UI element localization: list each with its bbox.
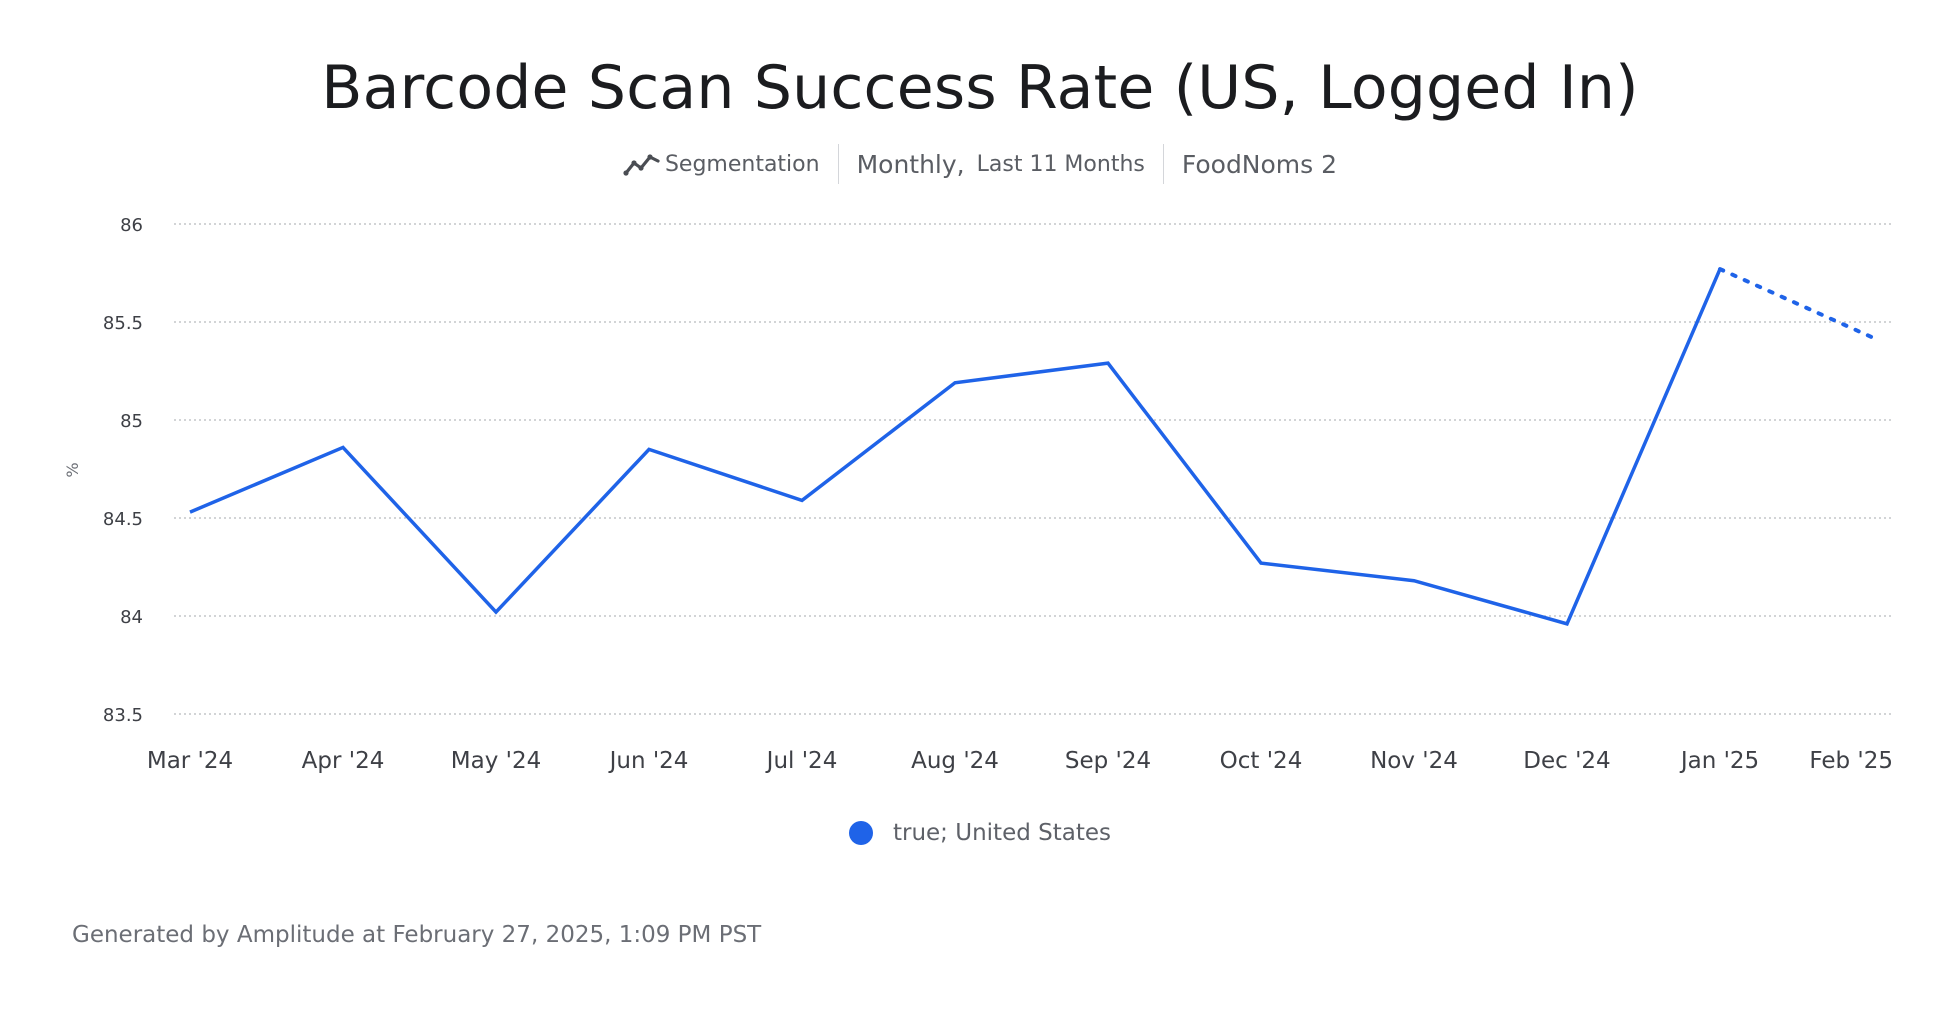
chart-type-label: Segmentation [664,151,820,177]
generated-footer: Generated by Amplitude at February 27, 2… [72,922,762,948]
series-line[interactable] [189,268,1722,626]
x-axis-ticks: Mar '24 Apr '24 May '24 Jun '24 Jul '24 Aug '… [147,748,1893,774]
gridlines [174,223,1893,715]
chart-title: Barcode Scan Success Rate (US, Logged In… [321,53,1639,123]
date-range-label: Last 11 Months [976,151,1145,177]
x-tick-label: Apr '24 [302,748,385,774]
x-tick-label: Aug '24 [911,748,999,774]
data-point[interactable] [1559,616,1575,632]
y-tick-label: 83.5 [103,705,143,726]
data-point[interactable] [1253,555,1269,571]
x-tick-label: May '24 [451,748,541,774]
data-point[interactable] [488,604,504,620]
project-indicator: FoodNoms 2 [1164,142,1355,186]
x-tick-label: Sep '24 [1065,748,1151,774]
chart-subtitle: Segmentation Monthly, Last 11 Months Foo… [0,142,1960,186]
data-point[interactable] [794,492,810,508]
x-tick-label: Nov '24 [1370,748,1458,774]
legend-label: true; United States [892,820,1111,846]
x-tick-label: Jun '24 [608,748,689,774]
data-point[interactable] [1712,261,1728,277]
data-point[interactable] [641,441,657,457]
subtitle-divider [1162,144,1164,184]
y-tick-label: 86 [120,215,143,236]
x-tick-label: Jan '25 [1679,748,1759,774]
data-point[interactable] [335,439,351,455]
subtitle-divider [837,144,839,184]
x-tick-label: Oct '24 [1220,748,1303,774]
data-point[interactable] [947,375,963,391]
x-tick-label: Jul '24 [765,748,838,774]
chart-type-indicator: Segmentation [605,142,838,186]
x-tick-label: Mar '24 [147,748,233,774]
x-tick-label: Feb '25 [1809,748,1893,774]
chart-legend[interactable]: true; United States [0,820,1960,846]
y-tick-label: 85 [120,411,143,432]
interval-indicator: Monthly, Last 11 Months [839,142,1163,186]
data-point[interactable] [182,504,198,520]
y-tick-label: 85.5 [103,313,143,334]
y-axis-label: % [63,462,82,477]
x-tick-label: Dec '24 [1523,748,1610,774]
interval-label: Monthly, [856,149,965,179]
y-tick-label: 84.5 [103,509,143,530]
data-point[interactable] [1100,355,1116,371]
line-chart-icon [623,154,660,176]
legend-marker [848,821,873,845]
series-true-united-states[interactable] [182,261,1881,632]
data-point[interactable] [1865,330,1881,346]
y-axis-ticks: 86 85.5 85 84.5 84 83.5 [103,215,143,726]
project-label: FoodNoms 2 [1181,149,1338,179]
data-point[interactable] [1406,573,1422,589]
y-tick-label: 84 [120,607,143,628]
series-incomplete-segment[interactable] [1718,267,1875,340]
